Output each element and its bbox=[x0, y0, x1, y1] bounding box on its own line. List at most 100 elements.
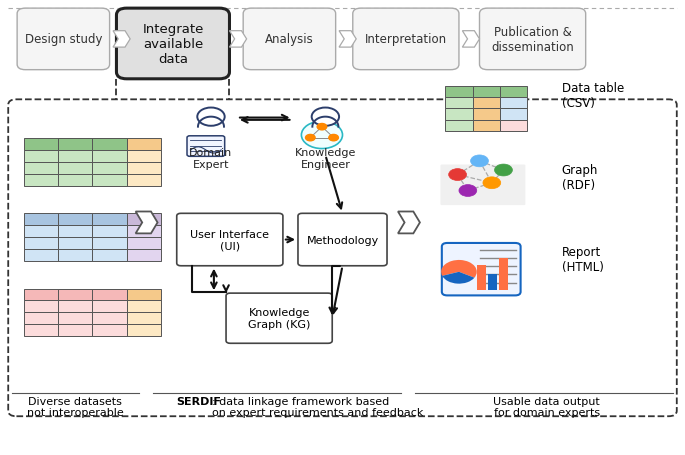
Text: Usable data output
for domain experts: Usable data output for domain experts bbox=[493, 396, 600, 417]
FancyBboxPatch shape bbox=[353, 9, 459, 71]
Text: Interpretation: Interpretation bbox=[365, 33, 447, 46]
Circle shape bbox=[317, 124, 327, 131]
Bar bbox=[500, 86, 527, 98]
Bar bbox=[58, 238, 92, 249]
Bar bbox=[473, 98, 500, 109]
Bar bbox=[500, 121, 527, 132]
Bar bbox=[500, 109, 527, 121]
Text: : data linkage framework based
on expert requirements and feedback: : data linkage framework based on expert… bbox=[212, 396, 424, 417]
Bar bbox=[24, 301, 58, 313]
Bar bbox=[58, 139, 92, 151]
Bar bbox=[473, 121, 500, 132]
Circle shape bbox=[459, 185, 477, 197]
Circle shape bbox=[306, 135, 315, 142]
Bar bbox=[58, 324, 92, 336]
Bar bbox=[58, 313, 92, 324]
Bar bbox=[499, 258, 508, 290]
Bar bbox=[127, 214, 161, 226]
FancyBboxPatch shape bbox=[8, 100, 677, 416]
Bar bbox=[92, 324, 127, 336]
Bar bbox=[58, 174, 92, 186]
Polygon shape bbox=[398, 212, 420, 234]
Bar bbox=[445, 98, 473, 109]
Bar bbox=[92, 162, 127, 174]
Bar bbox=[24, 162, 58, 174]
Text: Graph
(RDF): Graph (RDF) bbox=[562, 163, 598, 192]
Bar bbox=[477, 265, 486, 290]
Text: SERDIF: SERDIF bbox=[177, 396, 222, 406]
Bar bbox=[24, 289, 58, 301]
Bar bbox=[24, 226, 58, 238]
Bar bbox=[24, 324, 58, 336]
Text: Methodology: Methodology bbox=[306, 235, 379, 245]
Circle shape bbox=[312, 108, 339, 126]
Bar bbox=[58, 214, 92, 226]
Polygon shape bbox=[462, 32, 480, 48]
Bar bbox=[92, 139, 127, 151]
Circle shape bbox=[495, 165, 512, 177]
FancyBboxPatch shape bbox=[226, 293, 332, 344]
Bar bbox=[58, 226, 92, 238]
Bar bbox=[92, 249, 127, 261]
Bar bbox=[92, 249, 127, 261]
FancyBboxPatch shape bbox=[187, 136, 225, 157]
Text: Knowledge
Engineer: Knowledge Engineer bbox=[295, 148, 356, 169]
Bar bbox=[24, 214, 58, 226]
Bar bbox=[92, 301, 127, 313]
Bar bbox=[24, 139, 58, 151]
FancyBboxPatch shape bbox=[177, 214, 283, 266]
Bar bbox=[473, 86, 500, 98]
Bar bbox=[58, 289, 92, 301]
FancyBboxPatch shape bbox=[440, 165, 525, 206]
Bar bbox=[24, 238, 58, 249]
Bar bbox=[92, 174, 127, 186]
FancyBboxPatch shape bbox=[116, 9, 229, 80]
Text: Domain
Expert: Domain Expert bbox=[189, 148, 233, 169]
Text: Publication &
dissemination: Publication & dissemination bbox=[491, 26, 574, 54]
Bar bbox=[92, 214, 127, 226]
Bar bbox=[127, 174, 161, 186]
Bar bbox=[127, 151, 161, 162]
Bar bbox=[58, 162, 92, 174]
Polygon shape bbox=[136, 212, 158, 234]
Bar bbox=[58, 151, 92, 162]
Bar bbox=[24, 174, 58, 186]
Bar bbox=[92, 238, 127, 249]
Circle shape bbox=[301, 122, 342, 149]
Bar bbox=[92, 313, 127, 324]
FancyBboxPatch shape bbox=[479, 9, 586, 71]
Bar bbox=[127, 313, 161, 324]
Bar bbox=[58, 174, 92, 186]
Text: Diverse datasets
not interoperable: Diverse datasets not interoperable bbox=[27, 396, 124, 417]
Bar bbox=[58, 226, 92, 238]
FancyBboxPatch shape bbox=[17, 9, 110, 71]
FancyBboxPatch shape bbox=[298, 214, 387, 266]
Bar bbox=[127, 249, 161, 261]
Polygon shape bbox=[229, 32, 247, 48]
Bar bbox=[92, 162, 127, 174]
Circle shape bbox=[483, 177, 501, 189]
Wedge shape bbox=[441, 260, 477, 278]
Bar bbox=[24, 151, 58, 162]
Bar bbox=[92, 226, 127, 238]
Text: Report
(HTML): Report (HTML) bbox=[562, 245, 603, 273]
Bar bbox=[92, 301, 127, 313]
Bar bbox=[127, 238, 161, 249]
Text: Data table
(CSV): Data table (CSV) bbox=[562, 81, 624, 110]
Bar bbox=[127, 139, 161, 151]
Bar bbox=[445, 121, 473, 132]
Bar bbox=[92, 289, 127, 301]
Text: Knowledge
Graph (KG): Knowledge Graph (KG) bbox=[248, 308, 310, 329]
Bar bbox=[58, 313, 92, 324]
Bar bbox=[58, 151, 92, 162]
Bar bbox=[58, 162, 92, 174]
Bar bbox=[92, 226, 127, 238]
Bar bbox=[58, 249, 92, 261]
Bar bbox=[58, 301, 92, 313]
Bar bbox=[92, 324, 127, 336]
Polygon shape bbox=[113, 32, 130, 48]
Bar bbox=[92, 151, 127, 162]
Bar bbox=[92, 289, 127, 301]
Bar bbox=[58, 249, 92, 261]
Bar bbox=[127, 289, 161, 301]
